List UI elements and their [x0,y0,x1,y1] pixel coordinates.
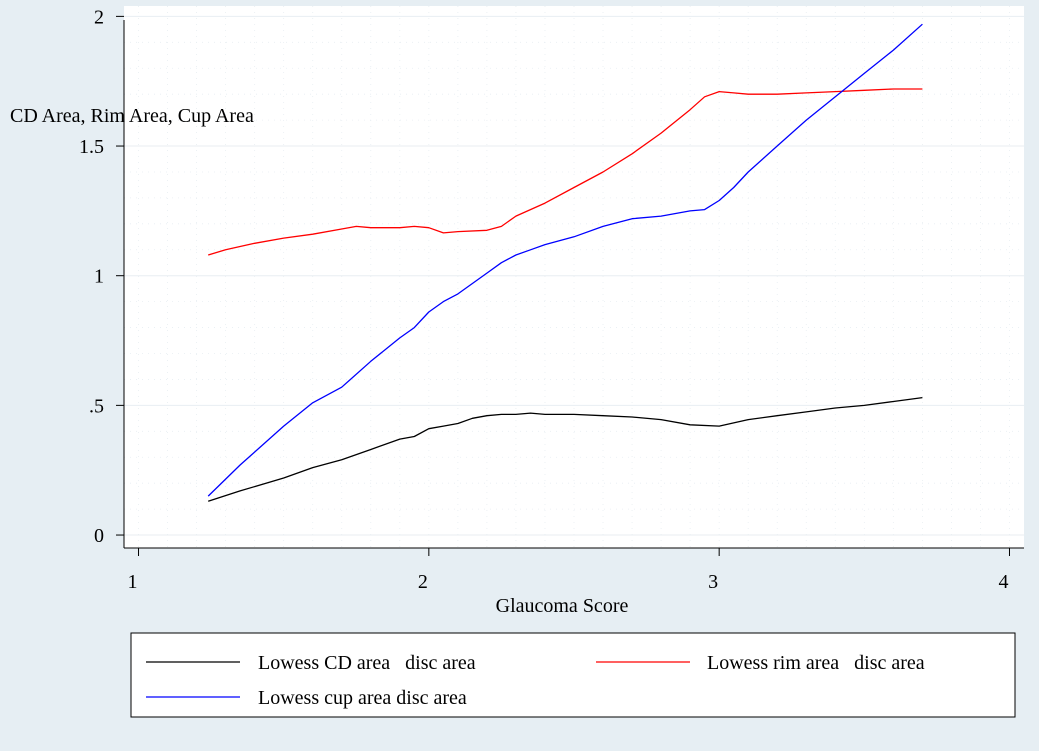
series-line-rim [208,88,923,256]
legend-label-rim: Lowess rim area disc area [707,652,925,674]
series [207,23,923,502]
x-tick-label: 4 [998,571,1008,593]
legend: Lowess CD area disc area Lowess rim area… [130,632,1016,718]
x-tick-label: 1 [128,571,138,593]
legend-label-cd: Lowess CD area disc area [258,652,476,674]
ticks: 0 .5 1 1.5 2 1 2 3 4 [79,6,1010,593]
y-tick-label: 1 [94,266,104,288]
axes [123,20,1024,549]
legend-label-cup: Lowess cup area disc area [258,687,467,709]
y-tick-label: 2 [94,6,104,28]
series-line-cd [207,396,923,502]
grid [124,6,1024,548]
x-tick-label: 3 [708,571,718,593]
x-tick-label: 2 [418,571,428,593]
y-tick-label: 0 [94,525,104,547]
y-tick-label: 1.5 [79,136,104,158]
x-axis-label: Glaucoma Score [496,595,629,617]
y-axis-label: CD Area, Rim Area, Cup Area [10,105,254,127]
series-line-cup [207,23,923,497]
legend-box [130,632,1016,718]
y-tick-label: .5 [89,395,104,417]
